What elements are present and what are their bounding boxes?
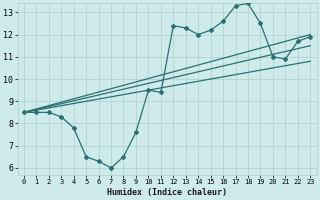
X-axis label: Humidex (Indice chaleur): Humidex (Indice chaleur) [107,188,227,197]
